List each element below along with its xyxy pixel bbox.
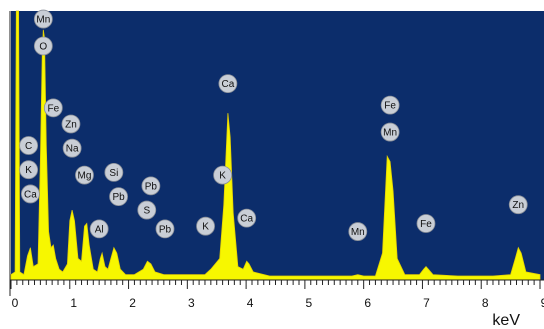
x-axis-unit-label: keV xyxy=(492,312,520,329)
peak-tag-circle xyxy=(43,98,63,118)
peak-tag: Na xyxy=(62,138,82,158)
peak-tag-circle xyxy=(348,222,368,241)
peak-tag-label: Si xyxy=(109,168,118,179)
peak-tag-label: Fe xyxy=(384,101,396,112)
x-tick-label: 1 xyxy=(70,296,77,310)
peak-tag-circle xyxy=(61,114,81,134)
spectrum-layer xyxy=(10,10,541,281)
peak-tag: Zn xyxy=(61,114,81,134)
peak-tag-label: S xyxy=(143,206,150,217)
peak-tag-label: Pb xyxy=(145,181,158,192)
peak-tag-circle xyxy=(380,122,400,142)
peak-tag-circle xyxy=(508,195,528,215)
x-axis: 0 1 2 3 4 5 6 7 8 9 xyxy=(9,11,544,310)
peak-tag-circle xyxy=(218,74,238,94)
x-tick-label: 2 xyxy=(129,296,136,310)
peak-tag: Fe xyxy=(380,95,400,115)
x-tick-label: 9 xyxy=(541,296,544,310)
peak-tag-label: K xyxy=(219,171,226,182)
peak-tag-circle xyxy=(104,162,124,182)
peak-tag-circle xyxy=(196,216,215,236)
peak-tag-label: Na xyxy=(66,144,79,155)
peak-tag-circle xyxy=(155,219,175,239)
peak-tag: K xyxy=(19,160,39,180)
peak-tags-layer: Mn O Fe Zn Na C K Ca Mg Si Pb Al Pb S Pb K K Ca Ca Mn Fe Mn Fe… xyxy=(19,9,528,241)
peak-tag: Ca xyxy=(237,208,257,228)
peak-tag-circle xyxy=(89,219,109,239)
peak-tag: C xyxy=(19,136,39,155)
peak-tag-circle xyxy=(19,160,39,180)
peak-tag-label: O xyxy=(39,41,47,52)
peak-tag-label: Al xyxy=(95,224,104,235)
peak-tag: K xyxy=(196,216,215,236)
peak-tag-circle xyxy=(380,95,400,115)
peak-tag: Ca xyxy=(20,184,40,204)
x-tick-label: 7 xyxy=(423,296,430,310)
x-tick-label: 0 xyxy=(12,296,19,310)
peak-tag-label: Ca xyxy=(24,189,37,200)
peak-tag: Pb xyxy=(155,219,175,239)
plot-background xyxy=(11,11,544,280)
peak-tag: Zn xyxy=(508,195,528,215)
peak-tag: Fe xyxy=(416,214,436,233)
peak-tag: Mn xyxy=(348,222,368,241)
peak-tag-label: Ca xyxy=(221,79,234,90)
peak-tag-label: Mg xyxy=(78,171,92,182)
peak-tag-label: Pb xyxy=(112,192,125,203)
peak-tag: Pb xyxy=(109,187,128,207)
peak-tag: Pb xyxy=(141,176,161,196)
peak-tag-circle xyxy=(33,36,53,56)
peak-tag-circle xyxy=(237,208,257,228)
spectrum-area xyxy=(10,10,541,281)
peak-tag-circle xyxy=(109,187,128,207)
peak-tag: S xyxy=(137,200,157,220)
peak-tag: Mg xyxy=(75,165,94,185)
peak-tag-label: Pb xyxy=(159,224,172,235)
peak-tag-label: Ca xyxy=(240,214,253,225)
peak-tag: Mn xyxy=(380,122,400,142)
peak-tag: Fe xyxy=(43,98,63,118)
peak-tag-label: Fe xyxy=(47,103,59,114)
peak-tag-label: Mn xyxy=(351,227,365,238)
peak-tag-circle xyxy=(213,165,233,185)
peak-tag-label: Fe xyxy=(420,219,432,230)
peak-tag-label: K xyxy=(25,165,32,176)
peak-tag-label: Mn xyxy=(36,15,50,26)
peak-tag-label: C xyxy=(25,141,32,152)
peak-tag: K xyxy=(213,165,233,185)
peak-tag-label: Zn xyxy=(512,200,524,211)
peak-tag-circle xyxy=(416,214,436,233)
peak-tag-circle xyxy=(137,200,157,220)
peak-tag-circle xyxy=(141,176,161,196)
x-tick-label: 8 xyxy=(482,296,489,310)
peak-tag-circle xyxy=(62,138,82,158)
peak-tag-circle xyxy=(33,9,53,29)
peak-tag-circle xyxy=(19,136,39,155)
peak-tag-circle xyxy=(20,184,40,204)
peak-tag: Al xyxy=(89,219,109,239)
peak-tag-label: K xyxy=(202,222,209,233)
x-tick-label: 6 xyxy=(364,296,371,310)
x-tick-label: 4 xyxy=(247,296,254,310)
peak-tag-label: Mn xyxy=(383,128,397,139)
peak-tag-label: Zn xyxy=(65,119,77,130)
peak-tag: Mn xyxy=(33,9,53,29)
peak-tag: O xyxy=(33,36,53,56)
peak-tag: Si xyxy=(104,162,124,182)
peak-tag: Ca xyxy=(218,74,238,94)
peak-tag-circle xyxy=(75,165,94,185)
x-tick-label: 5 xyxy=(306,296,313,310)
x-tick-label: 3 xyxy=(188,296,195,310)
